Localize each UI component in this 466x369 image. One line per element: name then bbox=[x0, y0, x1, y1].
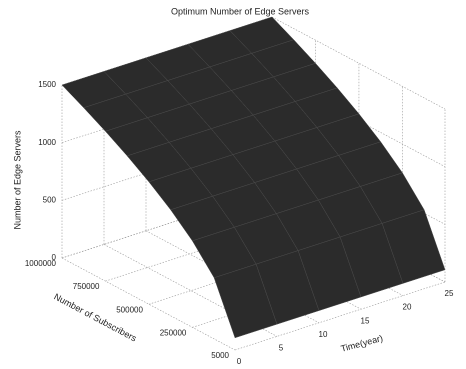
grid-line bbox=[234, 281, 446, 351]
grid-line bbox=[271, 74, 446, 167]
surface-patch bbox=[381, 209, 446, 284]
x-tick-label: 20 bbox=[403, 303, 412, 312]
z-tick-label: 500 bbox=[43, 195, 57, 204]
y-tick-label: 250000 bbox=[160, 328, 187, 337]
z-axis-label: Number of Edge Servers bbox=[12, 130, 22, 230]
x-tick-label: 15 bbox=[361, 316, 370, 325]
chart-title: Optimum Number of Edge Servers bbox=[171, 6, 310, 16]
y-tick-label: 1000000 bbox=[25, 259, 57, 268]
y-tick-label: 5000 bbox=[211, 351, 229, 360]
grid-line bbox=[271, 16, 446, 110]
z-tick-label: 1000 bbox=[38, 138, 56, 147]
x-tick-label: 25 bbox=[445, 289, 454, 298]
x-tick-label: 5 bbox=[279, 344, 284, 353]
z-tick-label: 0 bbox=[52, 253, 57, 262]
x-tick-label: 10 bbox=[319, 330, 328, 339]
surface bbox=[61, 16, 446, 339]
z-tick-label: 1500 bbox=[38, 80, 56, 89]
y-tick-label: 500000 bbox=[116, 305, 143, 314]
grid-line bbox=[61, 257, 236, 351]
y-tick-label: 750000 bbox=[73, 282, 100, 291]
x-tick-label: 0 bbox=[237, 357, 242, 366]
